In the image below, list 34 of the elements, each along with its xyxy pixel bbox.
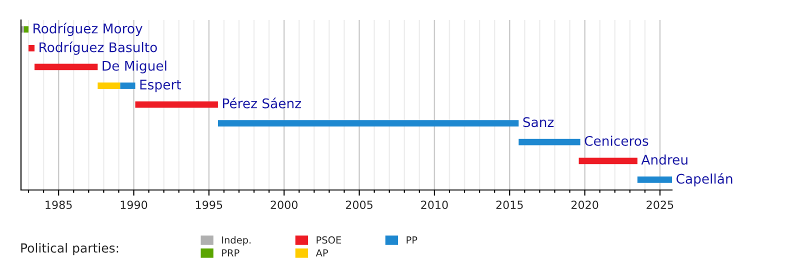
x-tick-label: 2015: [496, 200, 523, 210]
legend-label: PRP: [222, 249, 240, 256]
y-tick-label: Rodríguez Basulto: [40, 42, 157, 55]
y-tick-label: Andreu: [641, 154, 688, 165]
x-tick-label: 1985: [46, 200, 72, 210]
bar: [24, 26, 29, 33]
y-tick-label: Espert: [140, 80, 182, 92]
y-tick-label: Rodríguez Moroy: [34, 22, 142, 36]
bar: [28, 44, 35, 52]
bar: [34, 64, 98, 70]
legend-label: Indep.: [222, 236, 251, 246]
bar: [637, 176, 672, 183]
x-tick-label: 1995: [196, 200, 222, 210]
y-tick-label: Pérez Sáenz: [223, 98, 301, 108]
y-tick-label: De Miguel: [102, 60, 166, 74]
legend-title: Political parties:: [21, 243, 118, 256]
bar: [578, 158, 638, 164]
x-tick-label: 1990: [120, 200, 148, 210]
legend-label: PP: [406, 236, 418, 244]
y-tick-label: Sanz: [523, 117, 554, 128]
legend-label: AP: [316, 249, 328, 256]
bar: [518, 138, 580, 146]
bar: [98, 82, 120, 89]
y-tick-label: Capellán: [676, 173, 732, 186]
x-tick-label: 2020: [571, 200, 598, 210]
bar: [120, 82, 136, 89]
x-tick-label: 2025: [646, 200, 674, 210]
y-tick-label: Ceniceros: [584, 136, 648, 146]
bar: [218, 120, 519, 127]
x-tick-label: 2005: [346, 200, 372, 210]
legend-label: PSOE: [316, 236, 341, 244]
x-tick-label: 2010: [421, 200, 448, 210]
x-tick-label: 2000: [270, 200, 298, 210]
bar: [135, 101, 218, 108]
